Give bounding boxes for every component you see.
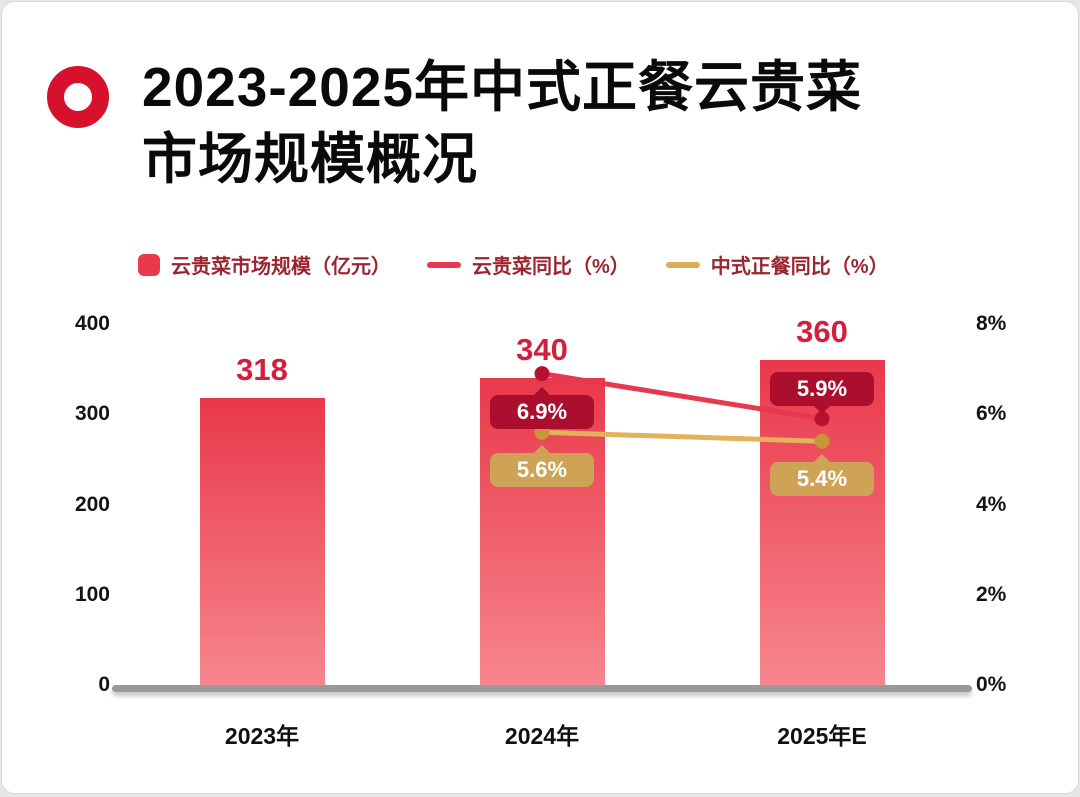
x-axis-label: 2025年E [777,723,867,749]
gold-line-swatch-icon [665,261,700,268]
data-label-pill: 5.4% [770,454,874,497]
chart-legend: 云贵菜市场规模（亿元） 云贵菜同比（%） 中式正餐同比（%） [138,250,889,279]
title-line-2: 市场规模概况 [142,127,479,190]
title-line-1: 2023-2025年中式正餐云贵菜 [142,56,863,118]
y-axis-tick-left: 100 [74,582,110,606]
y-axis-tick-right: 2% [976,582,1007,606]
y-axis-tick-left: 200 [74,492,110,516]
bar-value-label: 360 [796,314,848,350]
y-axis-tick-right: 6% [976,402,1007,426]
y-axis-tick-left: 400 [74,312,110,335]
legend-label: 云贵菜市场规模（亿元） [171,256,391,278]
page-title: 2023-2025年中式正餐云贵菜 市场规模概况 [142,52,862,195]
red-line-swatch-icon [427,261,461,268]
pill-pointer [814,454,830,463]
y-axis-tick-right: 4% [976,492,1007,516]
bar [199,398,325,685]
x-axis-label: 2024年 [504,723,580,749]
data-label-pill: 5.6% [490,445,594,488]
y-axis-tick-right: 0% [976,673,1007,696]
y-axis-tick-left: 300 [74,402,110,426]
legend-item-red-line-series: 云贵菜同比（%） [427,250,630,279]
legend-item-gold-line-series: 中式正餐同比（%） [665,250,889,279]
legend-label: 云贵菜同比（%） [472,256,630,278]
y-axis-tick-left: 0 [98,673,110,696]
bar-value-label: 318 [236,352,288,387]
pill-pointer [534,386,550,395]
legend-label: 中式正餐同比（%） [710,256,889,278]
pill-pointer [814,405,830,414]
data-label-pill: 5.9% [770,371,874,414]
pill-pointer [534,445,550,454]
y-axis-tick-right: 8% [976,312,1007,335]
bar-swatch-icon [138,253,160,276]
bar-value-label: 340 [516,332,568,368]
x-axis-label: 2023年 [224,723,300,749]
legend-item-bar-series: 云贵菜市场规模（亿元） [138,250,391,279]
x-axis-line [112,685,972,692]
red-ring-icon [47,66,109,128]
data-label-pill: 6.9% [490,386,594,429]
